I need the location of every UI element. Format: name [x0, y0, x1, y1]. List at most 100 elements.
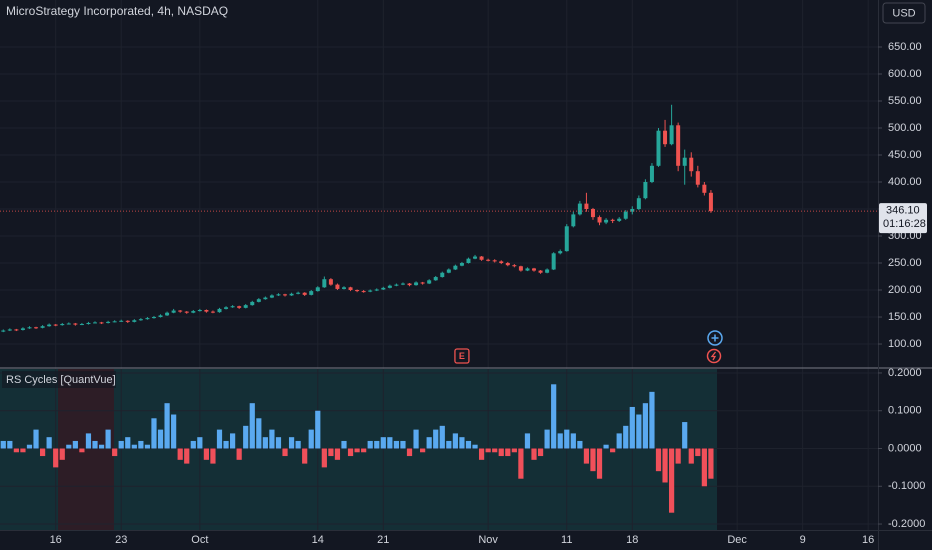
x-tick-label: Nov — [478, 534, 498, 546]
candle-body — [53, 324, 58, 326]
candle-body — [682, 157, 687, 166]
histogram-bar — [400, 440, 406, 449]
histogram-bar — [39, 448, 46, 457]
candle-body — [302, 292, 307, 295]
candle — [335, 283, 340, 291]
candle-body — [328, 279, 333, 285]
candle — [400, 282, 405, 286]
histogram-bar — [288, 437, 295, 449]
candle — [14, 328, 19, 332]
candle — [440, 271, 445, 278]
candle-body — [165, 312, 170, 316]
last-price-box — [879, 203, 927, 234]
candle — [315, 286, 320, 292]
candle-body — [525, 268, 530, 271]
candle — [577, 200, 582, 216]
histogram-bar — [459, 437, 465, 449]
candle-body — [669, 125, 674, 145]
candle-body — [341, 287, 346, 289]
histogram-bar — [98, 444, 105, 449]
histogram-bar — [328, 448, 334, 457]
candle-body — [210, 311, 215, 313]
candle — [453, 264, 458, 271]
histogram-bar — [701, 448, 707, 487]
candle-body — [545, 269, 550, 273]
candle-body — [558, 251, 563, 254]
histogram-bar — [590, 448, 596, 472]
candle — [47, 323, 52, 327]
candle-body — [47, 324, 52, 327]
y-tick-label: 250.00 — [888, 257, 922, 269]
y-tick-label: 0.0000 — [888, 442, 922, 454]
candle — [433, 275, 438, 281]
candle — [525, 267, 530, 272]
candle — [584, 192, 589, 212]
candle-body — [702, 184, 707, 193]
candle — [178, 309, 183, 313]
candle-body — [1, 330, 6, 332]
histogram-bar — [557, 433, 563, 449]
histogram-bar — [105, 429, 111, 449]
candle — [518, 265, 523, 272]
candle-body — [577, 203, 582, 215]
histogram-bar — [498, 448, 504, 457]
candle-body — [309, 291, 314, 295]
histogram-bar — [256, 418, 262, 449]
histogram-bar — [138, 440, 144, 449]
candle-body — [643, 182, 648, 199]
y-tick-label: 0.2000 — [888, 367, 922, 379]
candle — [204, 309, 209, 313]
histogram-bar — [190, 440, 196, 449]
histogram-bar — [295, 440, 301, 449]
candle — [296, 291, 301, 295]
histogram-bar — [682, 422, 688, 449]
candle — [93, 321, 98, 324]
candle-body — [27, 327, 32, 329]
candle — [230, 305, 235, 308]
histogram-bar — [492, 448, 498, 453]
x-tick-label: 21 — [377, 534, 389, 546]
add-icon[interactable] — [707, 330, 723, 346]
y-tick-label: 650.00 — [888, 41, 922, 53]
candle-body — [387, 285, 392, 288]
candle-body — [571, 214, 576, 227]
flash-icon[interactable] — [706, 348, 722, 364]
candle-body — [486, 259, 491, 261]
candle-body — [590, 209, 595, 218]
histogram-bar — [20, 448, 26, 453]
indicator-title-bg — [2, 371, 116, 388]
histogram-bar — [583, 448, 590, 464]
candle — [125, 320, 130, 323]
candle — [348, 286, 353, 292]
histogram-bar — [262, 437, 268, 449]
histogram-bar — [26, 444, 33, 449]
histogram-bar — [426, 437, 432, 449]
candle — [276, 293, 281, 296]
candle-body — [348, 287, 353, 291]
candle — [643, 179, 648, 200]
candle — [590, 207, 595, 220]
candle-body — [473, 256, 478, 259]
currency-button[interactable] — [882, 2, 926, 24]
y-tick-label: 600.00 — [888, 68, 922, 80]
x-tick-label: 11 — [561, 534, 572, 546]
candle — [492, 259, 497, 263]
earnings-badge — [454, 348, 470, 364]
histogram-bar — [623, 425, 629, 449]
histogram-bar — [125, 437, 131, 449]
currency[interactable]: USD — [892, 7, 915, 19]
candle — [604, 218, 609, 225]
candle-body — [427, 280, 432, 284]
candle-body — [440, 272, 445, 278]
x-tick-label: 18 — [626, 534, 638, 546]
y-tick-label: 200.00 — [888, 284, 922, 296]
candle-body — [79, 324, 84, 326]
candle-body — [171, 310, 176, 313]
candle-body — [617, 218, 622, 221]
candle — [532, 267, 537, 272]
histogram-bar — [655, 448, 662, 472]
x-tick-label: 9 — [800, 534, 806, 546]
candle-body — [630, 209, 635, 212]
candle-body — [7, 329, 12, 331]
x-tick-label: Dec — [727, 534, 747, 546]
